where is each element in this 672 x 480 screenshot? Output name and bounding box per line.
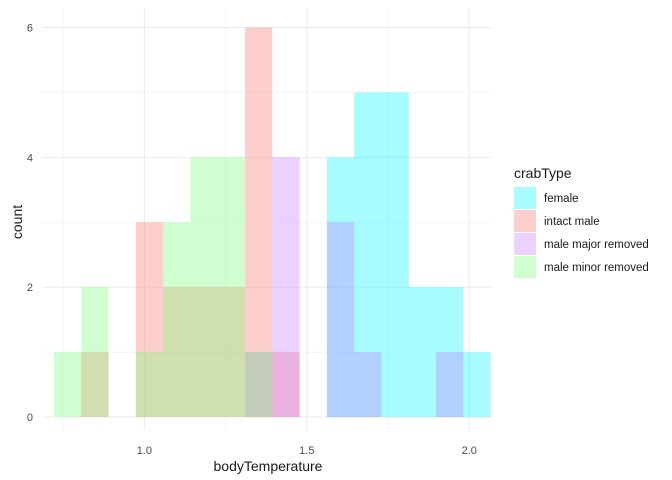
- legend-item: intact male: [514, 210, 600, 232]
- bar-female: [354, 92, 382, 418]
- legend-key: [514, 256, 536, 278]
- bar-male-major-removed: [326, 222, 355, 418]
- bar-intact-male: [163, 287, 191, 418]
- bar-intact-male: [81, 352, 109, 418]
- y-tick-label: 0: [27, 412, 33, 424]
- bar-male-major-removed: [272, 157, 300, 418]
- bar-male-minor-removed: [163, 222, 191, 418]
- bar-female: [463, 352, 491, 418]
- grid-lines: [42, 8, 492, 430]
- legend-label: female: [544, 193, 579, 205]
- y-axis-ticks: 0 2 4 6: [27, 22, 33, 424]
- legend-item: female: [514, 187, 579, 209]
- legend-key: [514, 187, 536, 209]
- legend-label: intact male: [544, 216, 600, 228]
- bar-intact-male: [245, 27, 273, 418]
- legend-label: male minor removed: [544, 262, 649, 274]
- bar-female: [408, 287, 437, 418]
- y-tick-label: 6: [27, 22, 33, 34]
- bars: [54, 27, 491, 418]
- legend-item: male minor removed: [514, 256, 649, 278]
- bar-male-major-removed: [436, 352, 464, 418]
- bar-intact-male: [190, 287, 218, 418]
- bar-male-major-removed: [245, 352, 273, 418]
- bar-male-minor-removed: [81, 287, 109, 418]
- bar-intact-male: [217, 287, 246, 418]
- bar-male-minor-removed: [135, 352, 164, 418]
- x-tick-label: 1.5: [299, 445, 314, 457]
- x-axis-ticks: 1.0 1.5 2.0: [137, 445, 477, 457]
- bar-male-major-removed: [354, 352, 382, 418]
- y-tick-label: 2: [27, 282, 33, 294]
- bar-male-minor-removed: [245, 352, 273, 418]
- bar-female: [436, 287, 464, 418]
- bar-male-minor-removed: [217, 157, 246, 418]
- bar-female: [381, 92, 409, 418]
- legend-key: [514, 210, 536, 232]
- legend-label: male major removed: [544, 239, 649, 251]
- bar-female: [326, 157, 355, 418]
- bar-male-minor-removed: [54, 352, 82, 418]
- x-axis-title: bodyTemperature: [214, 458, 323, 474]
- legend-key: [514, 233, 536, 255]
- y-tick-label: 4: [27, 152, 33, 164]
- bar-intact-male: [135, 222, 164, 418]
- legend-title: crabType: [514, 165, 572, 181]
- x-tick-label: 1.0: [137, 445, 152, 457]
- bar-intact-male: [272, 352, 300, 418]
- y-axis-title: count: [9, 205, 25, 239]
- legend-item: male major removed: [514, 233, 649, 255]
- bar-male-minor-removed: [190, 157, 218, 418]
- x-tick-label: 2.0: [462, 445, 477, 457]
- legend: female intact male male major removed male …: [514, 187, 649, 278]
